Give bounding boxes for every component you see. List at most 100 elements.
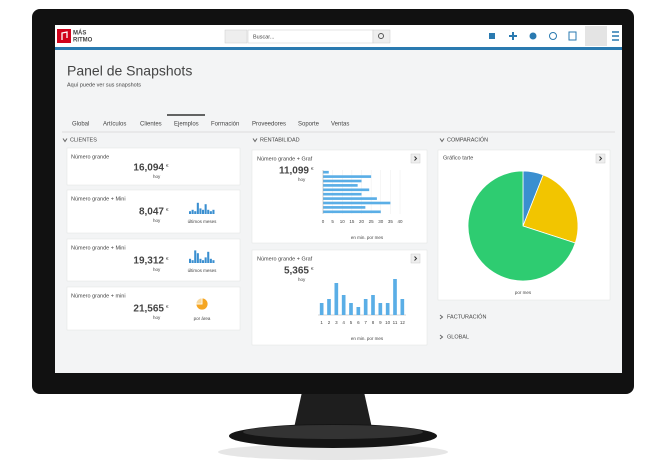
list-button[interactable] — [224, 29, 248, 44]
section-arrow — [439, 334, 444, 340]
bar — [319, 303, 324, 315]
card-title: Número grande + Mini — [71, 245, 126, 251]
mini-caption: últimos meses — [188, 219, 218, 224]
tab[interactable]: Proveedores — [252, 122, 286, 128]
options-button[interactable] — [410, 153, 421, 164]
mini-caption: por área — [194, 316, 211, 321]
x-tick-label: 25 — [369, 219, 375, 224]
bar — [323, 192, 362, 196]
mini-bar — [202, 260, 205, 263]
section-heading: RENTABILIDAD — [260, 137, 300, 143]
x-tick-label: 7 — [364, 320, 367, 325]
chart-caption: en min. por mes — [351, 336, 384, 341]
bar — [323, 201, 391, 205]
section-arrow — [252, 138, 258, 143]
card — [251, 249, 428, 346]
mini-bar — [209, 211, 212, 214]
tab[interactable]: Global — [72, 122, 89, 128]
tab[interactable]: Ejemplos — [174, 122, 199, 128]
mini-bar — [212, 260, 215, 263]
tab[interactable]: Soporte — [298, 122, 320, 128]
add-icon[interactable] — [509, 32, 517, 40]
bar — [323, 197, 377, 200]
logo-bottom: RITMO — [73, 38, 93, 44]
x-tick-label: 15 — [349, 219, 355, 224]
x-tick-label: 1 — [320, 320, 323, 325]
avatar[interactable] — [585, 26, 607, 46]
x-tick-label: 2 — [328, 320, 331, 325]
chart-caption: en min. por mes — [351, 235, 384, 240]
logo-top: MÁS — [73, 30, 86, 37]
mini-bar — [191, 209, 194, 214]
section-arrow — [62, 138, 68, 143]
card-title: Número grande — [71, 154, 109, 160]
mini-bar — [194, 250, 197, 263]
big-number: 16,094 — [133, 163, 164, 174]
currency: € — [166, 304, 169, 309]
search-button[interactable] — [372, 29, 391, 44]
menu-icon[interactable] — [612, 31, 619, 41]
x-tick-label: 5 — [331, 219, 334, 224]
bar — [378, 303, 383, 315]
x-tick-label: 11 — [393, 320, 398, 325]
section-arrow — [439, 138, 445, 143]
bar — [323, 175, 372, 178]
bar — [323, 188, 370, 192]
x-tick-label: 12 — [400, 320, 406, 325]
card-title: Número grande + Mini — [71, 196, 126, 202]
nav-line — [55, 47, 622, 50]
big-number: 11,099 — [279, 166, 309, 177]
bar — [323, 184, 358, 187]
tab[interactable]: Clientes — [140, 122, 162, 128]
card — [66, 286, 241, 331]
period: hoy — [153, 174, 161, 179]
bar — [323, 206, 366, 209]
period: hoy — [298, 177, 306, 182]
x-tick-label: 8 — [372, 320, 375, 325]
tab[interactable]: Ventas — [331, 122, 349, 128]
pie-slice — [522, 174, 579, 244]
tab[interactable]: Artículos — [103, 122, 126, 128]
x-tick-label: 20 — [359, 219, 365, 224]
options-arrow — [599, 156, 603, 161]
mini-bar — [207, 209, 210, 214]
section-heading: FACTURACIÓN — [447, 313, 486, 320]
chart-caption: por mes — [515, 290, 532, 295]
pie-slice — [467, 170, 576, 282]
bar — [371, 295, 375, 315]
currency: € — [166, 207, 169, 212]
currency: € — [166, 256, 169, 261]
mini-bar — [199, 258, 202, 263]
shadow — [218, 444, 448, 460]
home-icon[interactable] — [489, 33, 495, 39]
page-title: Panel de Snapshots — [67, 63, 192, 79]
x-tick-label: 6 — [357, 320, 360, 325]
section-heading: COMPARACIÓN — [447, 136, 488, 143]
card-title: Gráfico tarte — [443, 155, 473, 161]
bar — [341, 295, 346, 315]
mini-bar — [212, 209, 215, 214]
clock-icon[interactable] — [549, 32, 557, 40]
options-button[interactable] — [410, 253, 421, 264]
mini-bar — [202, 209, 205, 214]
logo-mark — [57, 29, 71, 43]
currency: € — [166, 163, 169, 168]
mini-bar — [189, 258, 192, 263]
nav-icons — [489, 26, 619, 46]
card — [251, 149, 428, 244]
tab[interactable]: Formación — [211, 122, 239, 128]
x-tick-label: 9 — [379, 320, 382, 325]
x-tick-label: 5 — [350, 320, 353, 325]
options-arrow — [414, 256, 418, 261]
calendar-icon[interactable] — [568, 31, 577, 41]
currency: € — [311, 166, 314, 171]
bar — [385, 303, 390, 315]
star-icon[interactable] — [529, 32, 537, 40]
big-number: 19,312 — [133, 256, 164, 267]
mini-bar — [209, 258, 212, 263]
section-arrow — [439, 314, 444, 320]
x-tick-label: 4 — [342, 320, 345, 325]
options-button[interactable] — [595, 153, 606, 164]
logo-note — [61, 31, 68, 40]
